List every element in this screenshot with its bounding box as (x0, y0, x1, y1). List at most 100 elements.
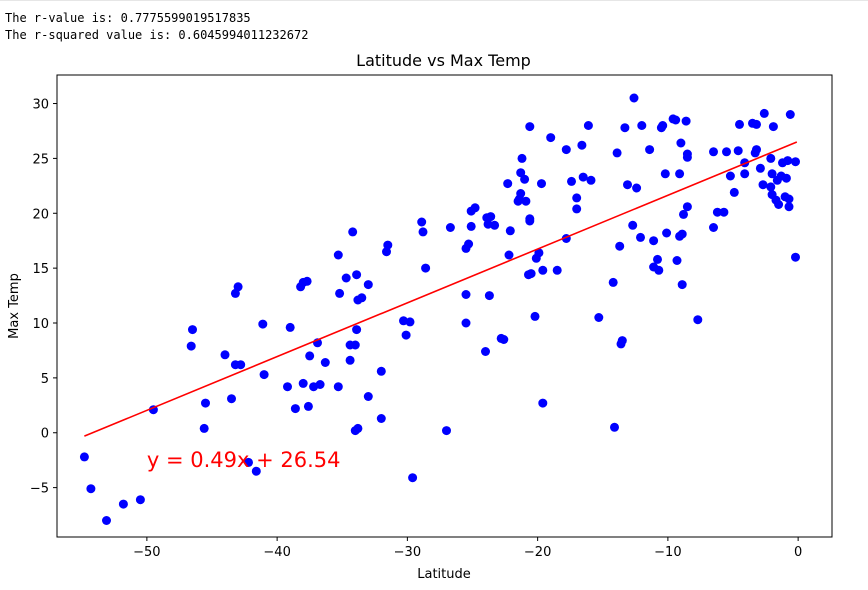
data-point (333, 250, 343, 260)
data-point (227, 394, 236, 404)
data-point (376, 414, 386, 423)
data-point (784, 202, 794, 212)
data-point (302, 276, 312, 286)
data-point (79, 452, 89, 462)
x-tick-label: −40 (263, 545, 290, 560)
data-point (768, 122, 778, 132)
data-point (341, 273, 351, 283)
y-tick-label: 25 (32, 152, 49, 167)
plot-frame (56, 74, 833, 538)
data-point (662, 228, 672, 238)
data-point (333, 382, 343, 392)
data-point (285, 322, 295, 332)
data-point (517, 153, 527, 163)
data-point (135, 495, 145, 505)
data-point (759, 108, 769, 118)
data-point (186, 341, 196, 351)
data-point (442, 426, 451, 436)
r-value-line: The r-value is: 0.7775599019517835 (5, 11, 251, 25)
data-point (353, 423, 363, 433)
data-point (199, 423, 209, 433)
data-point (645, 145, 655, 155)
y-tick-label: 10 (32, 317, 49, 332)
y-axis-title: Max Temp (7, 273, 22, 339)
data-point (785, 110, 795, 119)
data-point (679, 209, 688, 219)
data-point (709, 147, 718, 157)
data-point (86, 484, 96, 494)
data-point (499, 335, 509, 344)
data-point (352, 270, 362, 280)
r-squared-line: The r-squared value is: 0.60459940112326… (5, 28, 309, 42)
data-point (405, 317, 415, 327)
data-point (102, 516, 111, 525)
data-point (567, 176, 576, 186)
data-point (610, 422, 619, 432)
data-point (615, 241, 625, 251)
data-point (233, 282, 243, 292)
data-point (490, 220, 500, 230)
data-point (658, 121, 668, 130)
data-point (305, 351, 315, 361)
data-point (722, 147, 731, 157)
data-point (466, 221, 476, 231)
chart-title: Latitude vs Max Temp (356, 51, 531, 70)
data-point (461, 290, 471, 299)
data-point (572, 193, 582, 203)
x-tick-label: −30 (394, 545, 421, 560)
data-point (470, 203, 480, 213)
data-point (740, 169, 750, 179)
data-point (693, 315, 703, 325)
data-point (530, 311, 540, 321)
data-point (675, 169, 685, 179)
data-point (516, 189, 526, 198)
data-point (283, 382, 292, 392)
data-point (755, 163, 765, 173)
data-point (709, 223, 718, 232)
data-point (628, 220, 638, 230)
x-tick-label: −10 (654, 545, 681, 560)
data-point (725, 171, 735, 181)
data-point (671, 115, 681, 125)
data-point (546, 133, 556, 143)
data-point (608, 277, 618, 287)
data-point (259, 370, 269, 380)
regression-output: The r-value is: 0.7775599019517835 The r-… (5, 10, 308, 44)
data-point (653, 254, 662, 264)
data-points (79, 93, 800, 525)
data-point (376, 366, 386, 376)
data-point (682, 149, 692, 159)
data-point (552, 265, 562, 275)
y-tick-label: 0 (41, 427, 49, 442)
data-point (315, 380, 325, 389)
data-point (484, 291, 494, 301)
data-point (418, 227, 428, 237)
data-point (345, 355, 355, 365)
data-point (572, 204, 582, 214)
data-point (629, 93, 639, 103)
data-point (578, 172, 588, 182)
data-point (649, 236, 659, 246)
data-point (481, 347, 490, 356)
data-point (758, 180, 768, 190)
data-point (681, 116, 691, 126)
y-tick-label: 5 (41, 372, 49, 387)
data-point (682, 202, 692, 212)
data-point (677, 280, 687, 290)
data-point (767, 169, 777, 179)
data-point (348, 227, 358, 237)
data-point (320, 358, 330, 367)
data-point (586, 175, 596, 185)
data-point (752, 145, 761, 155)
data-point (660, 169, 670, 179)
x-axis-ticks: −50 −40 −30 −20 −10 0 (133, 537, 802, 560)
data-point (504, 250, 514, 260)
data-point (623, 180, 632, 190)
data-point (654, 265, 664, 275)
data-point (781, 173, 791, 183)
data-point (752, 119, 761, 129)
data-point (445, 223, 455, 232)
data-point (577, 140, 587, 150)
data-point (244, 457, 253, 467)
